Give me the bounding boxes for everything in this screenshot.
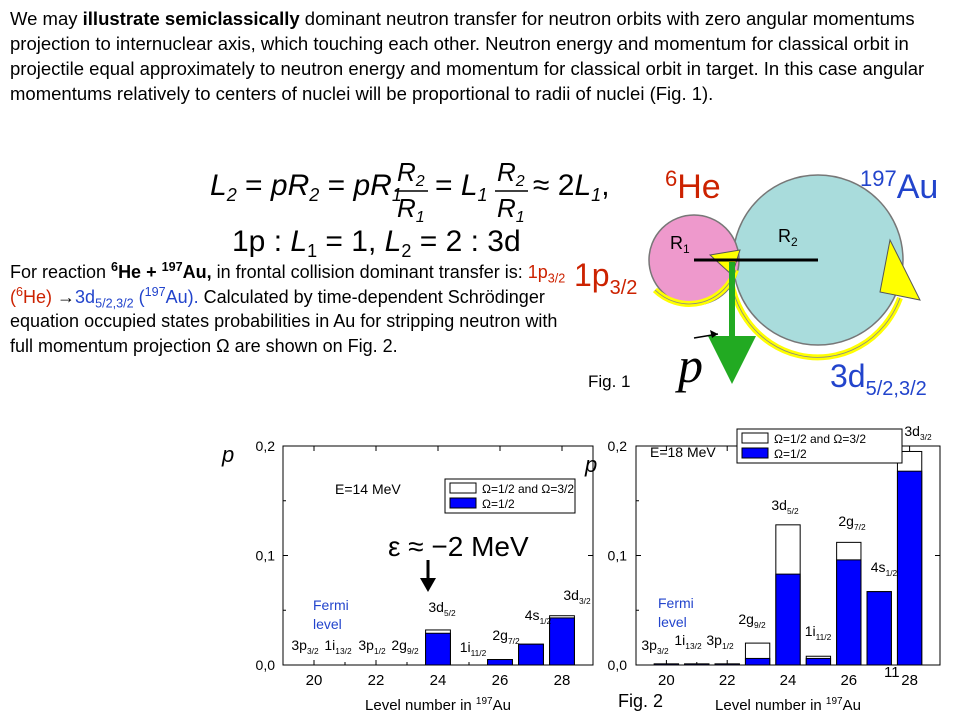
chart2-ytick-label: 0,1	[608, 548, 628, 564]
level-label: 3d3/2	[563, 587, 591, 606]
level-label: 1i11/2	[805, 623, 832, 642]
fermi-label: Fermi	[658, 595, 694, 611]
bar-omega-half	[518, 643, 544, 666]
chart1-ytick-label: 0,0	[256, 657, 276, 673]
level-label: 4s1/2	[871, 559, 898, 578]
r2-label: R2	[778, 226, 798, 249]
legend-swatch-half	[741, 447, 769, 459]
chart2-xtick-label: 28	[901, 672, 918, 689]
au-label: 197Au	[860, 166, 938, 206]
transfer-from: 1p3/2 (6He)	[10, 262, 566, 307]
bar-omega-half	[487, 659, 513, 666]
bar-omega-half	[714, 663, 740, 666]
chart1-xtick-label: 20	[306, 672, 323, 689]
chart1-title: E=14 MeV	[335, 481, 401, 497]
chart2-xtick-label: 20	[658, 672, 675, 689]
level-label: 1i13/2	[324, 637, 352, 656]
legend-swatch-total	[741, 432, 769, 444]
chart1-xtick-label: 28	[554, 672, 571, 689]
level-label: 2g7/2	[838, 513, 866, 532]
legend-label-total: Ω=1/2 and Ω=3/2	[482, 482, 574, 496]
legend-label-half: Ω=1/2	[482, 497, 515, 511]
he-label: 6He	[665, 166, 721, 206]
epsilon-arrowhead-icon	[420, 578, 436, 592]
chart2-xtick-label: 24	[780, 672, 797, 689]
bar-omega-half	[653, 663, 680, 666]
chart1-xtick-label: 22	[368, 672, 385, 689]
legend-swatch-total	[449, 482, 477, 494]
intro-text-1: We may	[10, 8, 83, 29]
bar-omega-half	[425, 632, 451, 666]
equations: L2 = pR2 = pR1 R2 R1 = L1 R2 R1 ≈ 2L1, 1…	[210, 157, 610, 261]
level-label: 2g9/2	[391, 637, 419, 656]
bar-omega-half	[744, 657, 771, 666]
orbit-right-label: 3d5/2,3/2	[830, 358, 927, 400]
chart1-ytick-label: 0,2	[256, 438, 276, 454]
intro-bold: illustrate semiclassically	[82, 8, 300, 29]
target-orbit-arrow	[879, 238, 921, 301]
chart1-xlabel: Level number in 197Au	[365, 696, 511, 714]
level-label: 3d5/2	[771, 497, 799, 516]
page-number: 11	[884, 664, 900, 681]
fig1-diagram: 6He 197Au R1 R2 1p3/2 3d5/2,3/2 p Fig. 1	[574, 166, 938, 400]
orbit-left-label: 1p3/2	[574, 257, 637, 299]
intro-paragraph: We may illustrate semiclassically domina…	[10, 6, 950, 106]
legend-swatch-half	[449, 497, 477, 509]
chart2-xlabel: Level number in 197Au	[715, 696, 861, 714]
level-label: 4s1/2	[525, 607, 552, 626]
momentum-label: p	[675, 337, 703, 393]
fermi-label: Fermi	[313, 597, 349, 613]
intro-text-2: dominant neutron transfer for neutron or…	[10, 8, 925, 104]
level-label: 1i11/2	[460, 639, 487, 658]
eq2: 1p : L1 = 1, L2 = 2 : 3d	[232, 225, 521, 261]
eq1-lhs: L2 = pR2 = pR1	[210, 169, 402, 205]
level-label: 3p3/2	[291, 637, 319, 656]
fig1-caption: Fig. 1	[588, 372, 631, 391]
bar-omega-half	[549, 617, 575, 666]
level-label: 2g7/2	[492, 627, 520, 646]
bar-omega-half	[896, 470, 923, 666]
bar-omega-half	[775, 573, 801, 666]
transfer-arrow-icon: →	[57, 286, 76, 307]
level-label: 3p3/2	[641, 637, 669, 656]
legend-label-total: Ω=1/2 and Ω=3/2	[774, 432, 866, 446]
chart1-xtick-label: 26	[492, 672, 509, 689]
chart2-ytick-label: 0,2	[608, 438, 628, 454]
epsilon-annotation: ε ≈ −2 MeV	[388, 531, 529, 562]
chart2-xtick-label: 26	[840, 672, 857, 689]
transfer-to: 3d5/2,3/2 (197Au).	[75, 284, 199, 311]
level-label: 3d3/2	[904, 423, 932, 442]
chart1-ytick-label: 0,1	[256, 548, 276, 564]
level-label: 3p1/2	[706, 632, 734, 651]
svg-text:≈ 2L1,: ≈ 2L1,	[533, 169, 610, 205]
fig2-caption: Fig. 2	[618, 691, 664, 711]
bar-omega-half	[805, 657, 832, 666]
level-label: 2g9/2	[738, 611, 766, 630]
legend-label-half: Ω=1/2	[774, 447, 807, 461]
chart1-xtick-label: 24	[430, 672, 447, 689]
reaction-paragraph: For reaction 6He + 197Au, in frontal col…	[10, 260, 566, 356]
chart2-ytick-label: 0,0	[608, 657, 628, 673]
level-label: 1i13/2	[674, 632, 702, 651]
bar-omega-half	[836, 559, 862, 666]
level-label: 3p1/2	[358, 637, 386, 656]
level-label: 3d5/2	[428, 599, 456, 618]
chart2-ylabel: p	[584, 452, 597, 477]
chart2-xtick-label: 22	[719, 672, 736, 689]
bar-omega-half	[684, 663, 710, 666]
chart1-ylabel: p	[221, 442, 234, 467]
chart2-title: E=18 MeV	[650, 444, 716, 460]
r1-label: R1	[670, 233, 690, 256]
bar-omega-half	[866, 591, 892, 666]
fermi-label-2: level	[658, 614, 687, 630]
fermi-label-2: level	[313, 616, 342, 632]
